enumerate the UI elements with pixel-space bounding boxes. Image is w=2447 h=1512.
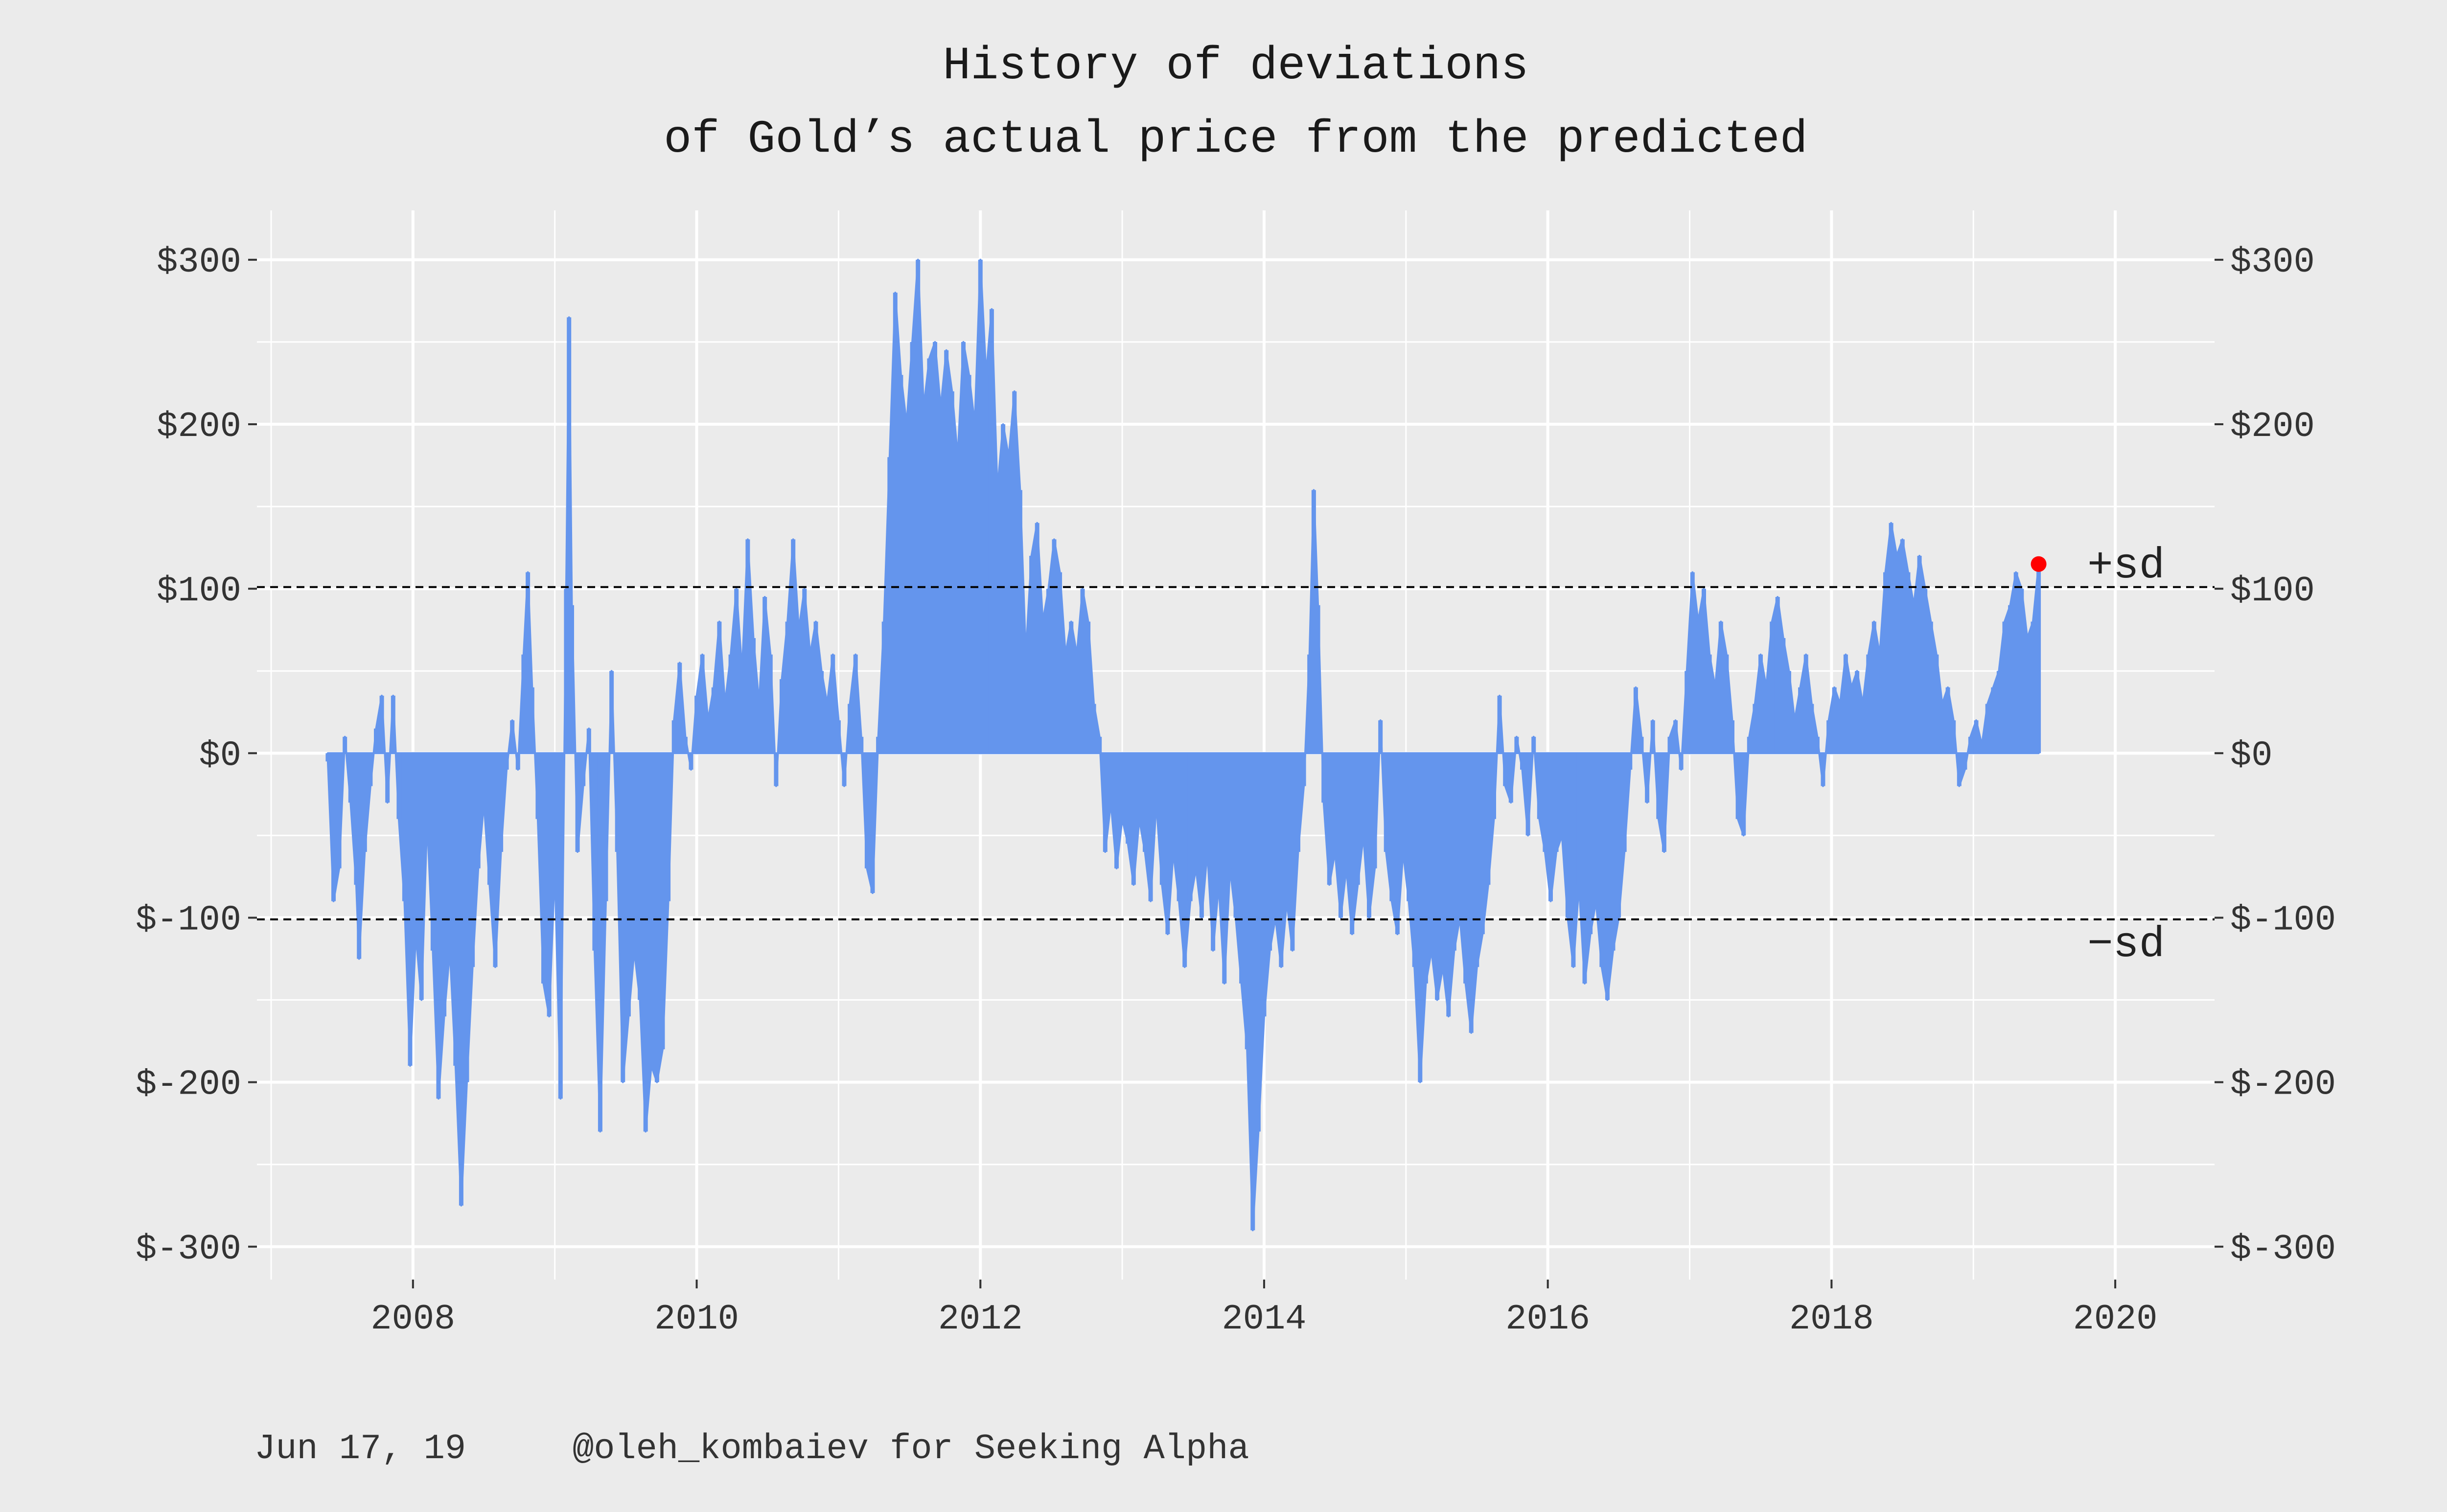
- x-tick-label: 2020: [2073, 1299, 2158, 1339]
- y-tick-label-right: $-300: [2230, 1229, 2336, 1269]
- y-tick-label-left: $300: [157, 242, 241, 282]
- y-tick-label-right: $-200: [2230, 1065, 2336, 1105]
- plus-sd-label: +sd: [2087, 542, 2165, 591]
- x-tick-label: 2014: [1222, 1299, 1307, 1339]
- chart-title-line-1: History of deviations: [943, 40, 1528, 92]
- y-tick-label-right: $100: [2230, 571, 2315, 611]
- x-tick-label: 2008: [370, 1299, 455, 1339]
- y-tick-label-right: $200: [2230, 407, 2315, 447]
- y-tick-label-left: $-100: [136, 900, 241, 940]
- y-tick-label-left: $100: [157, 571, 241, 611]
- x-tick-label: 2010: [654, 1299, 739, 1339]
- y-tick-label-right: $-100: [2230, 900, 2336, 940]
- chart-title-line-2: of Gold’s actual price from the predicte…: [664, 113, 1807, 166]
- footer-date: Jun 17, 19: [254, 1429, 466, 1469]
- x-tick-label: 2016: [1505, 1299, 1590, 1339]
- y-tick-label-left: $0: [199, 735, 241, 776]
- y-tick-label-right: $0: [2230, 735, 2272, 776]
- y-tick-label-left: $-300: [136, 1229, 241, 1269]
- y-tick-label-left: $-200: [136, 1065, 241, 1105]
- minus-sd-label: −sd: [2087, 921, 2165, 969]
- y-tick-label-left: $200: [157, 407, 241, 447]
- footer-credit: @oleh_kombaiev for Seeking Alpha: [573, 1429, 1249, 1469]
- series-layer: [325, 258, 2041, 1232]
- axis-layer: $-300 $-300 $-200 $-200 $-100 $-100 $0 $0 $100 $1…: [136, 242, 2336, 1339]
- latest-point-marker: [2031, 556, 2047, 572]
- x-tick-label: 2012: [938, 1299, 1023, 1339]
- x-tick-label: 2018: [1789, 1299, 1874, 1339]
- y-tick-label-right: $300: [2230, 242, 2315, 282]
- reference-lines-layer: +sd −sd: [257, 542, 2215, 969]
